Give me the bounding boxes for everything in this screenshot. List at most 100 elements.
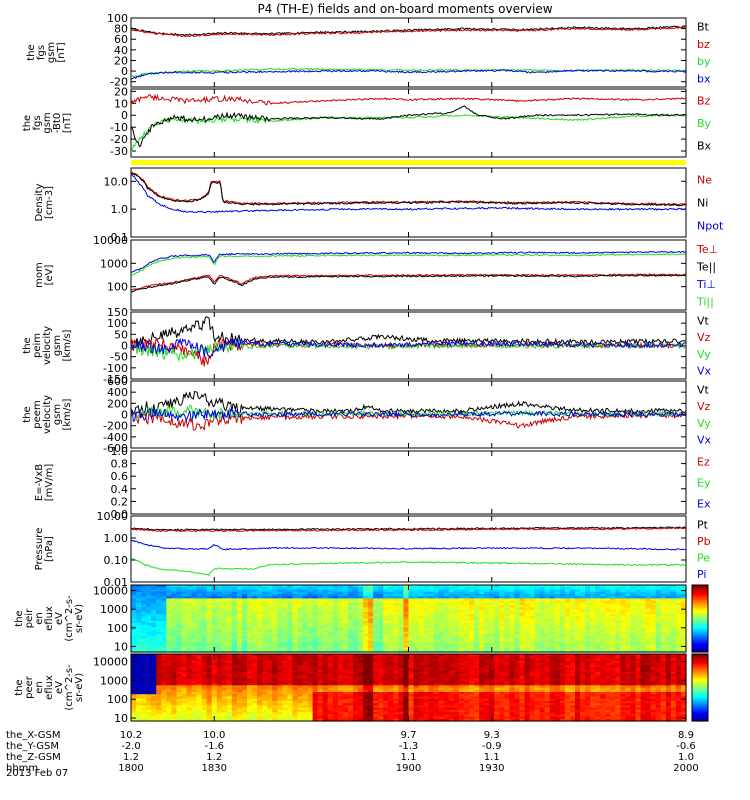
spectrogram-cell — [665, 596, 672, 599]
spectrogram-cell — [136, 596, 142, 599]
spectrogram-cell — [317, 585, 324, 588]
legend-label: Ez — [697, 456, 710, 469]
spectrogram-cell — [216, 678, 223, 682]
spectrogram-cell — [156, 678, 162, 682]
spectrogram-cell — [141, 616, 147, 620]
spectrogram-cell — [131, 660, 137, 664]
spectrogram-cell — [257, 602, 263, 606]
spectrogram-cell — [292, 689, 299, 693]
spectrogram-cell — [554, 636, 561, 640]
spectrogram-cell — [630, 602, 637, 606]
spectrogram-cell — [332, 638, 339, 642]
spectrogram-cell — [342, 671, 349, 675]
spectrogram-cell — [247, 714, 253, 718]
spectrogram-cell — [408, 643, 415, 646]
spectrogram-cell — [393, 636, 400, 640]
spectrogram-cell — [630, 609, 637, 613]
spectrogram-cell — [191, 689, 198, 693]
spectrogram-cell — [327, 665, 334, 668]
spectrogram-cell — [332, 600, 339, 604]
colorbar-segment — [692, 595, 708, 598]
spectrogram-cell — [257, 700, 263, 704]
spectrogram-cell — [226, 593, 233, 597]
spectrogram-cell — [297, 611, 304, 615]
spectrogram-cell — [569, 609, 576, 613]
spectrogram-cell — [141, 700, 147, 704]
spectrogram-cell — [337, 596, 344, 599]
spectrogram-cell — [378, 629, 384, 633]
spectrogram-cell — [322, 669, 329, 673]
spectrogram-cell — [580, 596, 586, 599]
spectrogram-cell — [474, 634, 480, 637]
spectrogram-cell — [564, 618, 571, 622]
spectrogram-cell — [327, 611, 334, 615]
spectrogram-cell — [267, 629, 273, 633]
spectrogram-cell — [292, 631, 299, 635]
spectrogram-cell — [272, 598, 278, 602]
spectrogram-cell — [554, 609, 561, 613]
spectrogram-cell — [585, 629, 591, 633]
spectrogram-cell — [655, 645, 662, 649]
spectrogram-cell — [650, 622, 657, 626]
spectrogram-cell — [252, 709, 258, 713]
spectrogram-cell — [675, 593, 682, 597]
spectrogram-cell — [564, 649, 571, 653]
spectrogram-cell — [292, 614, 299, 617]
spectrogram-cell — [615, 643, 622, 646]
spectrogram-cell — [650, 618, 657, 622]
spectrogram-cell — [262, 712, 268, 715]
spectrogram-cell — [226, 585, 233, 588]
spectrogram-cell — [549, 614, 556, 617]
spectrogram-cell — [206, 643, 213, 646]
spectrogram-cell — [131, 656, 137, 660]
spectrogram-cell — [277, 638, 283, 642]
y-axis-label: en — [34, 612, 45, 625]
spectrogram-cell — [277, 620, 283, 624]
spectrogram-cell — [549, 609, 556, 613]
spectrogram-cell — [342, 691, 349, 695]
spectrogram-cell — [423, 645, 430, 649]
spectrogram-cell — [297, 683, 304, 686]
spectrogram-cell — [317, 696, 324, 700]
spectrogram-cell — [277, 665, 283, 668]
spectrogram-cell — [262, 647, 268, 651]
spectrogram-cell — [272, 625, 278, 629]
spectrogram-cell — [524, 640, 531, 644]
spectrogram-cell — [509, 622, 516, 626]
spectrogram-cell — [403, 607, 410, 611]
spectrogram-cell — [247, 636, 253, 640]
spectrogram-cell — [615, 631, 622, 635]
spectrogram-cell — [247, 589, 253, 593]
spectrogram-cell — [226, 658, 233, 662]
spectrogram-cell — [146, 591, 152, 595]
spectrogram-cell — [575, 647, 581, 651]
spectrogram-cell — [595, 629, 601, 633]
spectrogram-cell — [166, 622, 172, 626]
spectrogram-cell — [413, 605, 420, 608]
spectrogram-cell — [216, 674, 223, 677]
spectrogram-cell — [236, 589, 243, 593]
spectrogram-cell — [252, 696, 258, 700]
spectrogram-cell — [337, 634, 344, 637]
spectrogram-cell — [358, 616, 364, 620]
spectrogram-cell — [272, 696, 278, 700]
spectrogram-cell — [559, 625, 566, 629]
spectrogram-cell — [312, 676, 319, 680]
spectrogram-cell — [388, 616, 394, 620]
spectrogram-cell — [131, 600, 137, 604]
spectrogram-cell — [201, 640, 208, 644]
spectrogram-cell — [166, 602, 172, 606]
spectrogram-cell — [307, 658, 314, 662]
spectrogram-cell — [161, 698, 167, 702]
spectrogram-cell — [226, 629, 233, 633]
spectrogram-cell — [625, 629, 632, 633]
spectrogram-cell — [277, 716, 283, 720]
spectrogram-cell — [141, 614, 147, 617]
spectrogram-cell — [257, 587, 263, 591]
spectrogram-cell — [423, 634, 430, 637]
spectrogram-cell — [645, 640, 652, 644]
spectrogram-cell — [317, 709, 324, 713]
spectrogram-cell — [277, 654, 283, 657]
spectrogram-cell — [509, 629, 516, 633]
spectrogram-cell — [650, 645, 657, 649]
